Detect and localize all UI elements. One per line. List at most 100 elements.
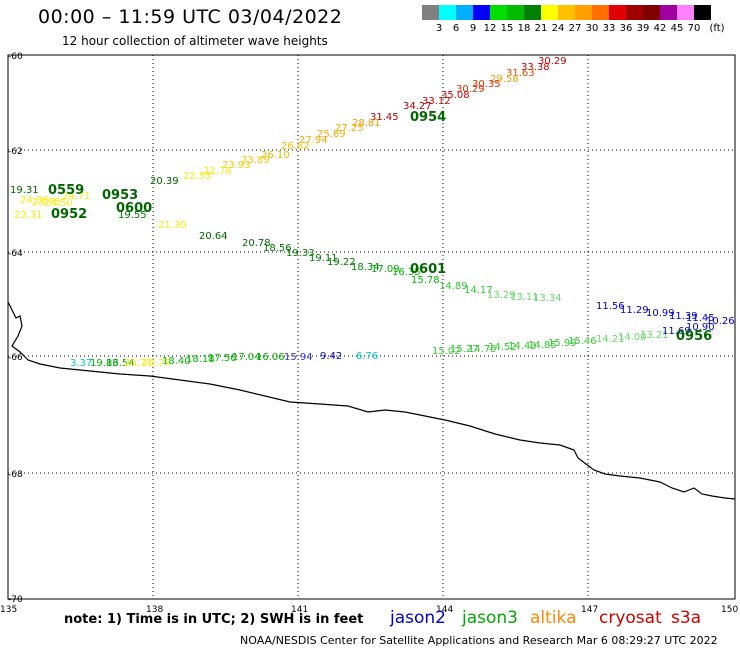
longitude-label: 138: [146, 605, 163, 615]
color-swatch: [490, 5, 507, 20]
color-swatch: [592, 5, 609, 20]
wave-height-label: 11.56: [596, 301, 625, 312]
color-swatch: [660, 5, 677, 20]
latitude-label: -64: [8, 249, 23, 259]
legend-jason2: jason2: [390, 608, 446, 628]
wave-height-label: 19.22: [327, 257, 356, 268]
wave-height-label: 22.55: [183, 171, 212, 182]
color-scale-label: 3: [435, 23, 443, 34]
wave-height-label: 30.35: [472, 79, 501, 90]
wave-height-label: 13.11: [510, 292, 539, 303]
color-swatch: [609, 5, 626, 20]
color-swatch: [643, 5, 660, 20]
wave-height-label: 20.75: [142, 358, 171, 369]
longitude-label: 141: [291, 605, 308, 615]
wave-height-label: 20.64: [199, 231, 228, 242]
wave-height-label: 21.30: [158, 220, 187, 231]
chart-subtitle: 12 hour collection of altimeter wave hei…: [62, 34, 328, 48]
wave-height-label: 20.77: [124, 358, 153, 369]
wave-height-label: 29.58: [490, 74, 519, 85]
color-scale-swatches: [422, 5, 711, 20]
wave-height-label: 11.45: [686, 313, 715, 324]
color-swatch: [439, 5, 456, 20]
color-scale-label: 15: [500, 23, 514, 34]
wave-height-label: 18.34: [351, 262, 380, 273]
color-swatch: [456, 5, 473, 20]
wave-height-label: 17.09: [371, 264, 400, 275]
wave-height-label: 19.33: [286, 248, 315, 259]
wave-height-label: 27.25: [335, 123, 364, 134]
color-scale-label: 18: [517, 23, 531, 34]
wave-height-label: 24.71: [62, 191, 91, 202]
color-swatch: [422, 5, 439, 20]
color-scale-label: 21: [534, 23, 548, 34]
wave-height-label: 17.56: [208, 353, 237, 364]
wave-height-label: 14.43: [508, 341, 537, 352]
wave-height-label: 16.35: [392, 267, 421, 278]
time-stamp-label: 0600: [116, 201, 152, 216]
color-swatch: [473, 5, 490, 20]
wave-height-label: 6.76: [356, 351, 378, 362]
wave-height-label: 33.38: [521, 62, 550, 73]
wave-height-label: 15.46: [568, 336, 597, 347]
wave-height-label: 31.45: [370, 112, 399, 123]
time-stamp-label: 0954: [410, 110, 446, 125]
wave-height-label: 11.39: [669, 311, 698, 322]
wave-height-label: 11.69: [662, 326, 691, 337]
color-scale-label: 45: [670, 23, 684, 34]
latitude-label: -68: [8, 470, 23, 480]
time-stamp-label: 0952: [51, 207, 87, 222]
wave-height-label: 26.10: [261, 150, 290, 161]
wave-height-label: 15.94: [284, 352, 313, 363]
color-scale-label: 24: [551, 23, 565, 34]
wave-height-label: 18.40: [162, 356, 191, 367]
wave-height-label: 10.99: [646, 308, 675, 319]
wave-height-label: 19.83: [90, 358, 119, 369]
wave-height-label: 18.18: [186, 354, 215, 365]
wave-height-label: 16.06: [256, 352, 285, 363]
time-stamp-label: 0953: [102, 188, 138, 203]
wave-height-label: 18.56: [263, 243, 292, 254]
wave-height-label: 33.12: [422, 96, 451, 107]
wave-height-label: 15.02: [432, 346, 461, 357]
wave-height-label: 35.08: [441, 90, 470, 101]
wave-height-label: 9.42: [320, 351, 342, 362]
color-scale-label: 36: [619, 23, 633, 34]
map-frame: [7, 54, 736, 600]
wave-height-label: 28.81: [352, 118, 381, 129]
wave-height-label: 13.29: [487, 290, 516, 301]
wave-height-label: 11.29: [620, 305, 649, 316]
latitude-label: -60: [8, 52, 23, 62]
longitude-label: 147: [581, 605, 598, 615]
color-scale-label: 70: [687, 23, 701, 34]
color-scale-label: 9: [469, 23, 477, 34]
color-scale: 3 6 9 12 15 18 21 24 27 30 33 36 39 42 45 70 (ft): [422, 5, 725, 34]
wave-height-label: 14.75: [468, 344, 497, 355]
color-swatch: [575, 5, 592, 20]
wave-height-label: 3.37: [70, 358, 92, 369]
wave-height-label: 14.00: [618, 332, 647, 343]
color-swatch: [541, 5, 558, 20]
wave-height-label: 25.89: [317, 129, 346, 140]
wave-height-label: 23.31: [14, 210, 43, 221]
wave-height-label: 14.21: [596, 334, 625, 345]
legend-altika: altika: [530, 608, 577, 628]
wave-height-label: 19.11: [309, 253, 338, 264]
longitude-label: 150: [721, 605, 738, 615]
color-scale-label: 12: [483, 23, 497, 34]
wave-height-label: 14.85: [528, 340, 557, 351]
wave-height-label: 20.39: [150, 176, 179, 187]
wave-height-label: 14.89: [439, 281, 468, 292]
wave-height-label: 30.29: [538, 56, 567, 67]
color-scale-label: 33: [602, 23, 616, 34]
wave-height-label: 22.76: [203, 166, 232, 177]
legend-s3a: s3a: [671, 608, 702, 628]
latitude-label: -66: [8, 353, 23, 363]
longitude-label: 135: [0, 605, 17, 615]
wave-height-label: 23.89: [241, 155, 270, 166]
latitude-label: -62: [8, 147, 23, 157]
antarctic-coastline: [7, 301, 736, 500]
time-stamp-label: 0559: [48, 183, 84, 198]
color-swatch: [558, 5, 575, 20]
